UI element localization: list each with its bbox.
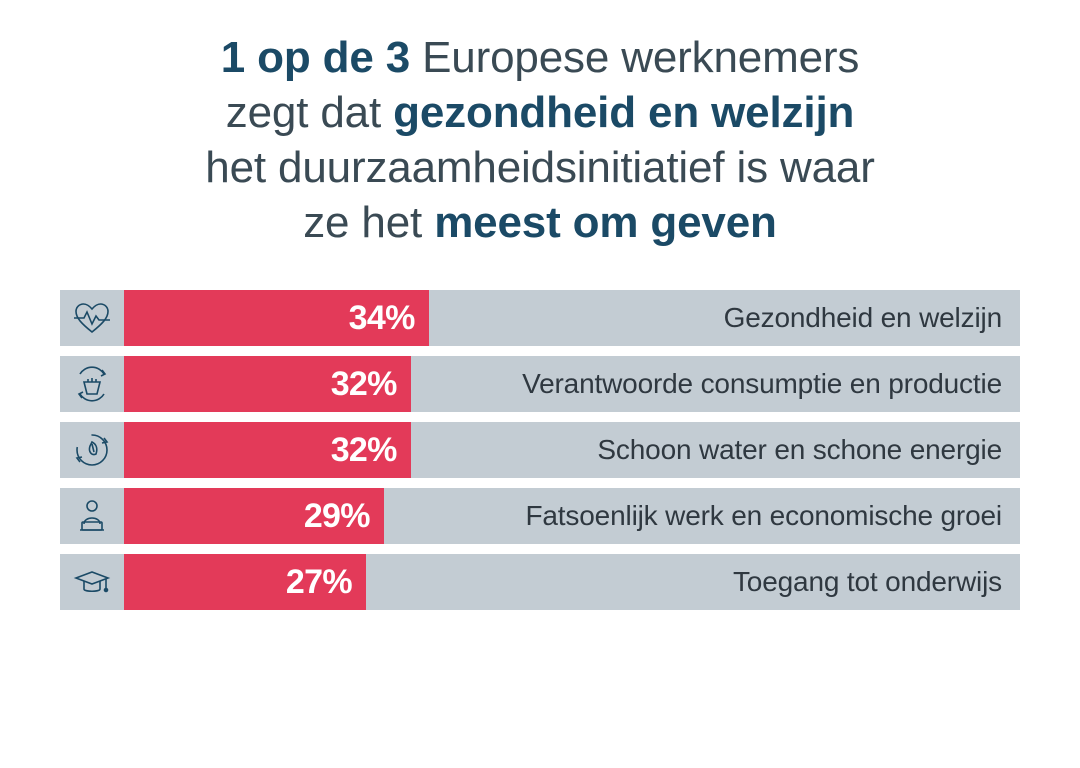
- bar-label: Verantwoorde consumptie en productie: [522, 356, 1002, 412]
- bar-label: Gezondheid en welzijn: [724, 290, 1002, 346]
- bar-label: Fatsoenlijk werk en economische groei: [525, 488, 1002, 544]
- mortarboard-icon: [60, 554, 124, 610]
- headline-text-2: zegt dat: [226, 88, 393, 137]
- bars-container: 34% Gezondheid en welzijn 32% Verantwoor…: [60, 290, 1020, 610]
- headline-text-3: het duurzaamheidsinitiatief is waar: [205, 143, 874, 192]
- bar-row: 34% Gezondheid en welzijn: [60, 290, 1020, 346]
- bar-percent: 32%: [124, 356, 411, 412]
- headline-text-1: Europese werknemers: [410, 33, 859, 82]
- bar-percent: 34%: [124, 290, 429, 346]
- recycle-basket-icon: [60, 356, 124, 412]
- headline-strong-2: gezondheid en welzijn: [393, 88, 854, 137]
- worker-laptop-icon: [60, 488, 124, 544]
- bar-label: Schoon water en schone energie: [597, 422, 1002, 478]
- bar-percent: 27%: [124, 554, 366, 610]
- bar-row: 32% Verantwoorde consumptie en productie: [60, 356, 1020, 412]
- heart-pulse-icon: [60, 290, 124, 346]
- headline-strong-3: meest om geven: [434, 198, 777, 247]
- leaf-cycle-icon: [60, 422, 124, 478]
- headline-strong-1: 1 op de 3: [221, 33, 410, 82]
- bar-row: 27% Toegang tot onderwijs: [60, 554, 1020, 610]
- headline: 1 op de 3 Europese werknemers zegt dat g…: [60, 30, 1020, 250]
- bar-label: Toegang tot onderwijs: [733, 554, 1002, 610]
- bar-percent: 32%: [124, 422, 411, 478]
- bar-row: 29% Fatsoenlijk werk en economische groe…: [60, 488, 1020, 544]
- headline-text-4: ze het: [303, 198, 434, 247]
- bar-percent: 29%: [124, 488, 384, 544]
- bar-row: 32% Schoon water en schone energie: [60, 422, 1020, 478]
